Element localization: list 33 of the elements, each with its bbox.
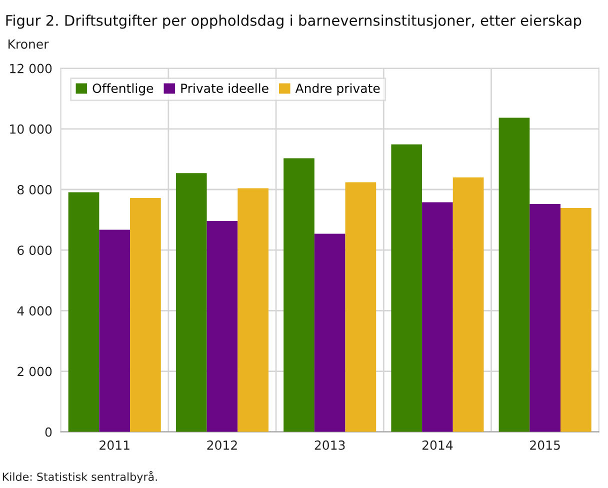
y-tick-label: 10 000 [10, 124, 52, 134]
y-tick-label: 6 000 [18, 246, 52, 256]
legend-label: Private ideelle [181, 83, 268, 93]
bar [99, 230, 130, 432]
bar [130, 198, 161, 432]
legend-label: Andre private [295, 83, 380, 96]
y-tick-label: 0 [45, 427, 52, 437]
x-tick-label: 2012 [207, 440, 237, 450]
bar [206, 221, 238, 432]
bar [452, 177, 484, 432]
y-tick-label: 4 000 [17, 306, 52, 316]
y-axis-title: Kroner [8, 40, 49, 49]
bar [345, 182, 376, 432]
x-tick-label: 2011 [100, 440, 130, 450]
y-tick-label: 2 000 [18, 366, 52, 376]
text: Kilde: Statistisk sentralbyrå. [2, 471, 157, 484]
x-tick-label: 2014 [422, 440, 453, 450]
bar [314, 234, 346, 432]
legend-label: Offentlige [92, 83, 154, 96]
bar [530, 204, 560, 432]
bar [422, 202, 453, 432]
x-tick-label: 2013 [314, 440, 345, 450]
bar [498, 118, 530, 432]
chart-title: Figur 2. Driftsutgifter per oppholdsdag i barnevernsinstitusjoner, etter eierskap [6, 14, 582, 29]
bar [391, 144, 422, 432]
bar [238, 188, 268, 432]
bar [284, 158, 314, 432]
y-tick-label: 8 000 [18, 184, 52, 194]
bar [560, 208, 592, 432]
y-tick-label: 12 000 [10, 64, 52, 74]
bar [68, 192, 100, 432]
x-tick-label: 2015 [530, 440, 560, 450]
bar [176, 173, 207, 432]
